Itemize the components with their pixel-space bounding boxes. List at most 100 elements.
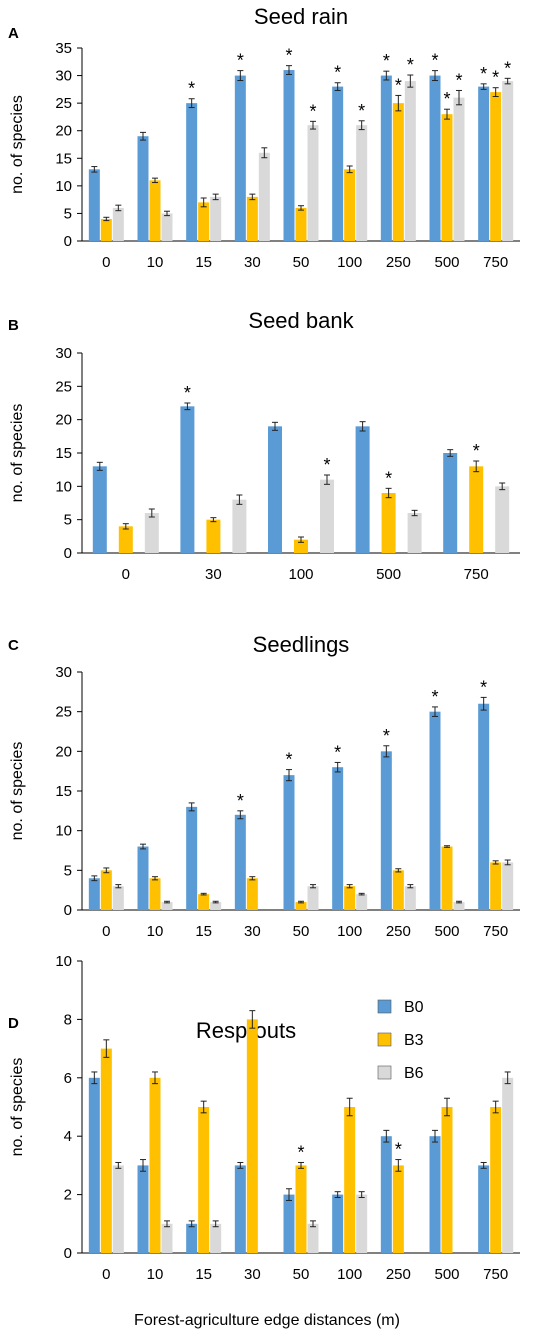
bar-b3 [392, 103, 404, 242]
bar-b6 [112, 207, 124, 241]
x-tick-label: 500 [434, 923, 459, 940]
bar-b3 [344, 886, 356, 910]
panel-letter: C [8, 637, 19, 654]
bar-b3 [392, 870, 404, 910]
y-tick-label: 30 [55, 664, 72, 681]
bar-b3 [469, 466, 484, 553]
legend-swatch-b3 [377, 1032, 392, 1047]
significance-asterisk: * [309, 101, 316, 121]
bar-b0 [186, 1223, 198, 1253]
x-tick-label: 30 [205, 566, 222, 583]
y-tick-label: 0 [64, 902, 72, 919]
bar-b3 [246, 1019, 258, 1253]
x-tick-label: 10 [147, 254, 164, 271]
y-tick-label: 20 [55, 743, 72, 760]
bar-b3 [295, 902, 307, 910]
x-tick-label: 500 [434, 254, 459, 271]
y-tick-label: 15 [55, 445, 72, 462]
y-tick-label: 10 [55, 478, 72, 495]
bar-b3 [206, 519, 221, 553]
x-tick-label: 500 [434, 1266, 459, 1283]
legend-label-b6: B6 [404, 1065, 424, 1082]
bar-b3 [392, 1165, 404, 1253]
bar-b0 [283, 775, 295, 910]
y-tick-label: 20 [55, 412, 72, 429]
significance-asterisk: * [492, 68, 499, 88]
bar-b0 [478, 1165, 490, 1253]
bar-b6 [307, 1223, 319, 1253]
significance-asterisk: * [443, 89, 450, 109]
y-tick-label: 2 [64, 1187, 72, 1204]
x-tick-label: 100 [337, 1266, 362, 1283]
y-tick-label: 20 [55, 123, 72, 140]
bar-b3 [118, 526, 133, 553]
bar-b0 [332, 1194, 344, 1253]
bar-b3 [149, 878, 161, 910]
bar-b3 [490, 1107, 502, 1253]
bar-b0 [429, 1136, 441, 1253]
bar-b0 [443, 453, 458, 553]
significance-asterisk: * [188, 79, 195, 99]
y-tick-label: 25 [55, 378, 72, 395]
bar-b3 [149, 180, 161, 241]
y-axis-label: no. of species [9, 742, 26, 841]
bar-b3 [490, 92, 502, 241]
bar-b0 [88, 169, 100, 241]
bar-b6 [258, 152, 270, 241]
y-tick-label: 15 [55, 150, 72, 167]
y-tick-label: 10 [55, 953, 72, 970]
x-tick-label: 750 [483, 1266, 508, 1283]
x-tick-label: 15 [195, 1266, 212, 1283]
bar-b3 [246, 196, 258, 241]
bar-b6 [404, 81, 416, 241]
panel-letter: A [8, 25, 19, 42]
x-tick-label: 30 [244, 1266, 261, 1283]
bar-b0 [283, 70, 295, 241]
bar-b0 [429, 75, 441, 241]
significance-asterisk: * [480, 677, 487, 697]
bar-b6 [502, 862, 514, 910]
bar-b6 [161, 213, 173, 241]
x-tick-label: 50 [293, 1266, 310, 1283]
y-axis-label: no. of species [9, 404, 26, 503]
significance-asterisk: * [297, 1142, 304, 1162]
x-tick-label: 0 [102, 1266, 110, 1283]
significance-asterisk: * [285, 46, 292, 66]
significance-asterisk: * [334, 742, 341, 762]
significance-asterisk: * [504, 58, 511, 78]
bar-b6 [307, 125, 319, 241]
significance-asterisk: * [334, 63, 341, 83]
x-tick-label: 50 [293, 254, 310, 271]
x-tick-label: 500 [376, 566, 401, 583]
bar-b0 [332, 86, 344, 241]
x-tick-label: 0 [122, 566, 130, 583]
bar-b0 [137, 1165, 149, 1253]
significance-asterisk: * [383, 726, 390, 746]
significance-asterisk: * [480, 64, 487, 84]
bar-b0 [380, 1136, 392, 1253]
bar-b3 [490, 862, 502, 910]
bar-b3 [294, 539, 308, 553]
legend: B0 B3 B6 [377, 999, 424, 1082]
x-tick-label: 50 [293, 923, 310, 940]
bar-b0 [137, 846, 149, 910]
x-axis-label: Forest-agriculture edge distances (m) [134, 1312, 400, 1329]
y-axis-label: no. of species [9, 95, 26, 194]
bar-b0 [186, 103, 198, 242]
bar-b0 [180, 406, 195, 553]
y-axis-label: no. of species [9, 1058, 26, 1157]
chart-title: Seedlings [253, 632, 350, 657]
y-tick-label: 25 [55, 95, 72, 112]
y-tick-label: 35 [55, 40, 72, 57]
bar-b0 [478, 86, 490, 241]
bar-b0 [268, 426, 282, 553]
bar-b6 [495, 486, 510, 553]
y-tick-label: 30 [55, 68, 72, 85]
significance-asterisk: * [358, 101, 365, 121]
bar-b6 [161, 902, 173, 910]
bar-b3 [344, 169, 356, 241]
bar-b0 [137, 136, 149, 241]
bar-b3 [441, 114, 453, 241]
bar-b6 [112, 1165, 124, 1253]
